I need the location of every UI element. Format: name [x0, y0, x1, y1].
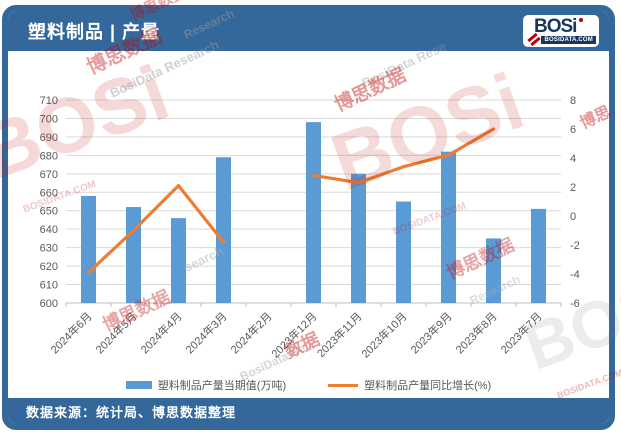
x-axis-category-label: 2023年11月: [314, 309, 365, 360]
legend-item-line: 塑料制品产量同比增长(%): [328, 377, 491, 393]
logo-i-dot: [579, 18, 583, 22]
page-title: 塑料制品 | 产量: [28, 22, 161, 42]
logo-wordmark: BOSi: [534, 16, 577, 37]
left-axis-tick-label: 610: [40, 280, 58, 292]
x-axis-category-label: 2024年2月: [228, 309, 275, 356]
right-axis-tick-label: -4: [570, 269, 580, 281]
left-axis-tick-label: 600: [40, 298, 58, 310]
left-axis-tick-label: 630: [40, 243, 58, 255]
x-axis-category-label: 2024年4月: [138, 309, 185, 356]
x-axis-category-label: 2023年10月: [358, 309, 409, 360]
chart-panel: 600 610 620 630 640 650 660 670 680 690 700 710 -6 -4…: [8, 51, 609, 398]
bar-2023年7月: [531, 208, 546, 303]
legend-bar-swatch: [125, 381, 152, 389]
legend-bar-label: 塑料制品产量当期值(万吨): [157, 380, 287, 392]
left-axis-tick-label: 690: [40, 132, 58, 144]
x-axis-category-label: 2023年9月: [408, 309, 455, 356]
left-axis-tick-label: 670: [40, 169, 58, 181]
left-axis-tick-label: 660: [40, 187, 58, 199]
legend-line-swatch: [328, 383, 359, 387]
x-axis-category-label: 2023年7月: [498, 309, 545, 356]
bar-2023年11月: [351, 173, 366, 303]
bar-2024年5月: [126, 207, 141, 303]
x-axis-category-label: 2024年5月: [93, 309, 140, 356]
growth-line: [86, 127, 496, 275]
right-axis-tick-label: 6: [570, 124, 576, 136]
left-axis-tick-label: 710: [40, 95, 58, 107]
left-axis-tick-label: 640: [40, 224, 58, 236]
data-source: 数据来源：统计局、博思数据整理: [26, 404, 237, 420]
x-axis-category-label: 2023年8月: [453, 309, 500, 356]
chart-legend: 塑料制品产量当期值(万吨) 塑料制品产量同比增长(%): [8, 377, 609, 393]
left-axis-tick-label: 650: [40, 206, 58, 218]
legend-item-bars: 塑料制品产量当期值(万吨): [125, 377, 287, 393]
right-axis-tick-label: 0: [570, 211, 576, 223]
bosi-logo: BOSi BOSIDATA.COM: [523, 15, 599, 47]
right-axis-tick-label: -2: [570, 240, 580, 252]
left-axis-tick-label: 620: [40, 261, 58, 273]
bar-2023年10月: [396, 201, 411, 303]
header-bar: 塑料制品 | 产量 BOSi BOSIDATA.COM: [8, 11, 609, 51]
bar-2023年9月: [441, 151, 456, 303]
x-axis-category-label: 2024年6月: [48, 309, 95, 356]
logo-domain: BOSIDATA.COM: [541, 36, 596, 44]
left-axis-tick-label: 700: [40, 113, 58, 125]
bar-2023年8月: [486, 238, 501, 303]
bar-2024年3月: [216, 157, 231, 303]
x-axis-category-label: 2024年3月: [183, 309, 230, 356]
bar-2023年12月: [306, 122, 321, 304]
left-axis-tick-label: 680: [40, 150, 58, 162]
blue-frame: 塑料制品 | 产量 BOSi BOSIDATA.COM 600 610 620 630…: [2, 5, 615, 430]
x-axis-category-label: 2023年12月: [268, 309, 319, 360]
legend-line-label: 塑料制品产量同比增长(%): [364, 380, 492, 392]
combo-chart: 600610620630640650660670680690700710-6-4…: [40, 95, 580, 361]
bar-2024年6月: [81, 195, 96, 303]
footer-bar: 数据来源：统计局、博思数据整理: [8, 398, 609, 424]
bar-2024年4月: [171, 218, 186, 303]
right-axis-tick-label: -6: [570, 298, 580, 310]
right-axis-tick-label: 8: [570, 95, 576, 107]
right-axis-tick-label: 4: [570, 153, 576, 165]
right-axis-tick-label: 2: [570, 182, 576, 194]
